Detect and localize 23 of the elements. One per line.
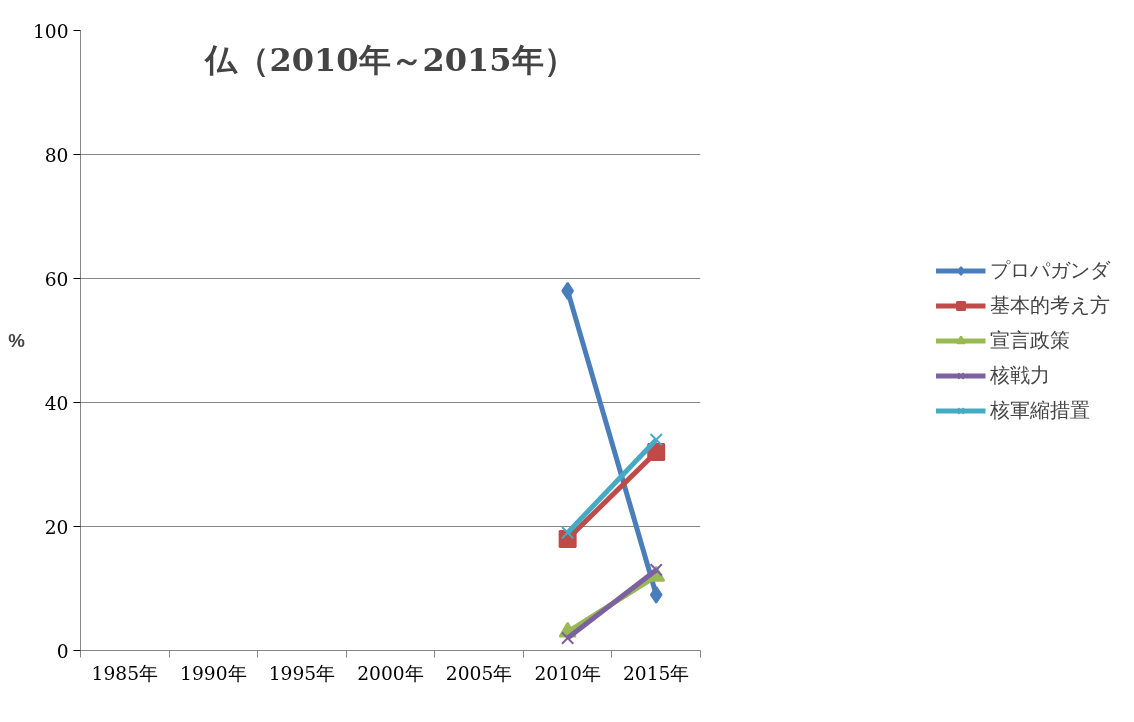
legend-label: プロパガンダ: [990, 256, 1110, 284]
x-tick-label: 1995年: [268, 662, 336, 684]
legend-label: 基本的考え方: [990, 291, 1110, 319]
y-tick-label: 100: [32, 20, 69, 42]
y-axis-title: %: [8, 330, 26, 351]
x-tick-label: 1990年: [180, 662, 247, 684]
legend-label: 核戦力: [990, 361, 1050, 389]
y-tick-label: 60: [44, 268, 69, 290]
x-tick-label: 2015年: [622, 662, 690, 684]
legend-label: 宣言政策: [990, 326, 1070, 354]
point: [560, 526, 575, 540]
point: [649, 585, 663, 604]
x-tick-label: 2000年: [357, 662, 424, 684]
y-tick-label: 0: [56, 640, 69, 662]
legend-label: 核軍縮措置: [990, 396, 1090, 424]
y-tick-label: 80: [44, 144, 69, 166]
x-tick-label: 2010年: [534, 662, 601, 684]
x-tick-label: 2005年: [445, 662, 513, 684]
x-tick-label: 1985年: [91, 662, 159, 684]
point: [649, 433, 663, 447]
chart-title: 仏（2010年～2015年）: [203, 40, 576, 79]
y-tick-label: 20: [44, 516, 69, 538]
y-tick-label: 40: [44, 392, 69, 414]
